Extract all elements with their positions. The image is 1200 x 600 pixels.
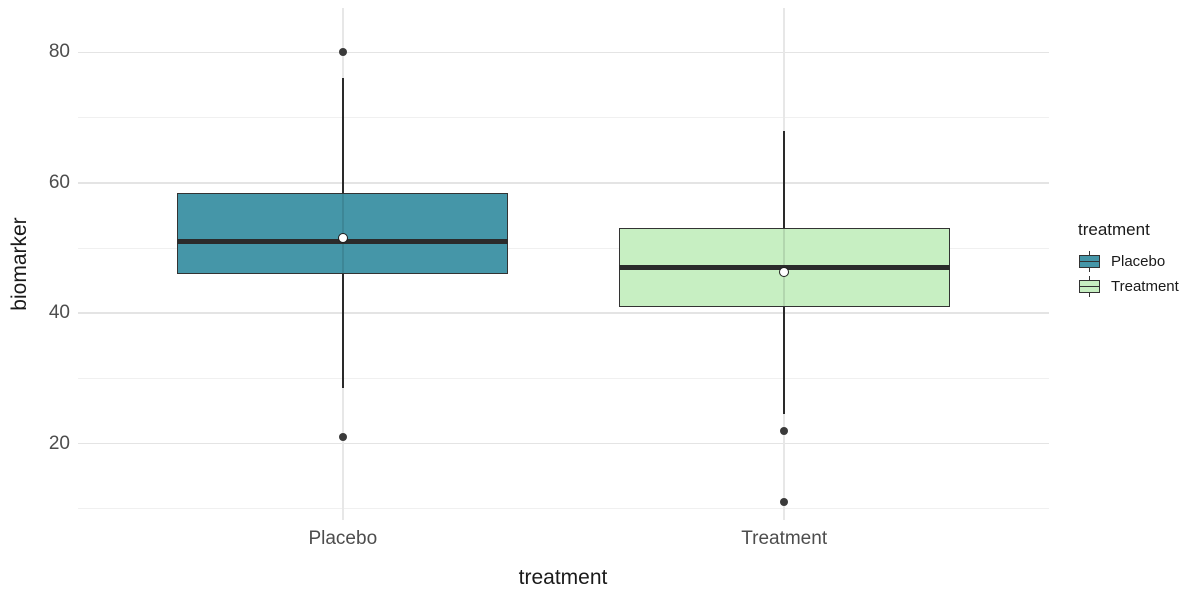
outlier-treatment-22 — [780, 426, 789, 435]
legend-key-treatment-icon — [1078, 275, 1101, 298]
outlier-placebo-80 — [338, 48, 347, 57]
y-tick-label-80: 80 — [48, 41, 70, 63]
outlier-placebo-21 — [338, 433, 347, 442]
mean-marker-placebo — [337, 232, 348, 243]
legend-key-placebo-icon — [1078, 250, 1101, 273]
gridline-minor-10 — [78, 508, 1049, 510]
y-tick-label-20: 20 — [48, 432, 70, 454]
gridline-major-80 — [78, 51, 1049, 54]
box-placebo — [177, 192, 509, 275]
gridline-minor-30 — [78, 377, 1049, 379]
legend-entries: Placebo Treatment — [1070, 249, 1200, 299]
outlier-treatment-11 — [780, 498, 789, 507]
x-axis-title: treatment — [518, 566, 608, 589]
gridline-minor-70 — [78, 117, 1049, 119]
x-tick-label-placebo: Placebo — [308, 528, 378, 549]
legend: treatment Placebo Treatment — [1070, 220, 1200, 299]
mean-marker-treatment — [779, 267, 790, 278]
legend-entry-placebo: Placebo — [1070, 249, 1200, 274]
legend-key-median-treatment — [1079, 285, 1100, 288]
gridline-major-60 — [78, 182, 1049, 184]
legend-entry-treatment: Treatment — [1070, 274, 1200, 299]
gridline-minor-50 — [78, 247, 1049, 249]
gridline-major-20 — [78, 442, 1049, 445]
y-tick-label-40: 40 — [48, 302, 70, 324]
legend-key-median-placebo — [1079, 260, 1100, 263]
legend-label-placebo: Placebo — [1111, 253, 1166, 270]
x-tick-label-treatment: Treatment — [741, 528, 828, 549]
plot-panel — [78, 8, 1049, 520]
legend-label-treatment: Treatment — [1111, 278, 1179, 295]
y-tick-label-60: 60 — [48, 171, 70, 193]
legend-title: treatment — [1078, 220, 1150, 239]
gridline-major-40 — [78, 312, 1049, 314]
